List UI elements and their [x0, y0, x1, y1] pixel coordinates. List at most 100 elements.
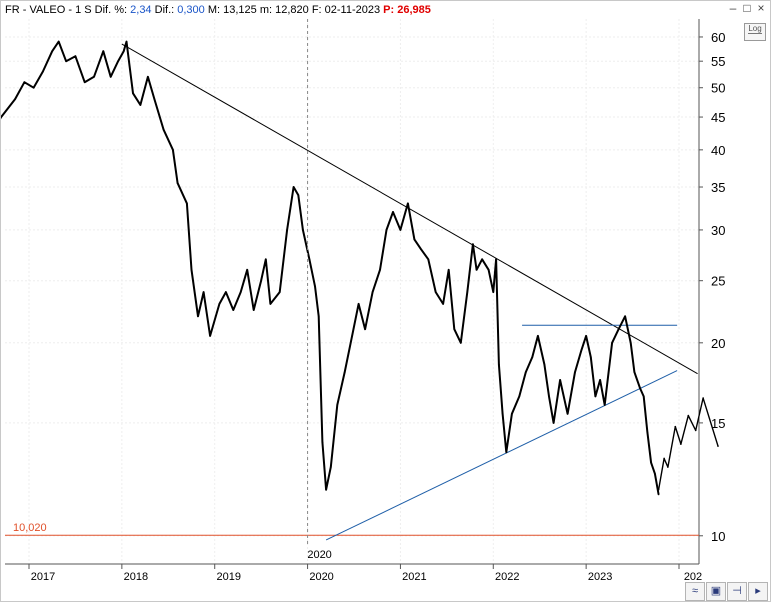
price-point	[317, 315, 320, 318]
price-point	[286, 229, 288, 231]
price-point	[321, 441, 324, 443]
price-point	[314, 285, 316, 288]
price-point	[190, 268, 193, 271]
price-point	[537, 335, 539, 337]
min-label: m: 12,820	[259, 4, 309, 16]
price-point	[453, 328, 456, 331]
price-point	[302, 229, 304, 231]
price-point	[132, 92, 134, 95]
y-tick-label: 15	[711, 416, 725, 431]
log-button-label: Log	[748, 24, 762, 33]
price-point	[139, 104, 142, 106]
price-point	[343, 371, 346, 373]
projection-point	[687, 414, 690, 417]
price-point	[102, 50, 105, 53]
price-point	[197, 315, 199, 318]
price-point	[475, 268, 478, 271]
price-point	[495, 258, 497, 261]
price-point	[297, 194, 300, 196]
price-point	[466, 291, 469, 293]
price-point	[594, 395, 597, 398]
price-point	[260, 279, 262, 282]
price-point	[252, 309, 255, 311]
price-point	[487, 268, 490, 271]
price-point	[153, 98, 156, 100]
pin-button[interactable]: ⊣	[727, 582, 747, 601]
save-button[interactable]: ▣	[706, 582, 726, 601]
price-point	[420, 248, 422, 250]
price-point	[51, 50, 54, 53]
price-point	[574, 371, 576, 373]
price-point	[552, 422, 555, 424]
price-point	[246, 268, 249, 271]
y-tick-label: 55	[711, 54, 725, 69]
log-button-rule	[748, 33, 762, 34]
price-point	[413, 238, 416, 241]
price-point	[646, 431, 649, 434]
scroll-button[interactable]: ≈	[685, 582, 705, 601]
support-level-label: 10,020	[13, 522, 47, 534]
price-point	[209, 335, 211, 337]
footer-toolbar: ≈ ▣ ⊣ ▸	[685, 582, 768, 601]
y-tick-label: 40	[711, 143, 725, 158]
next-button[interactable]: ▸	[748, 582, 768, 601]
price-point	[65, 60, 67, 62]
price-point	[83, 81, 86, 84]
price-point	[218, 303, 221, 305]
price-point	[559, 379, 561, 381]
projection-point	[667, 466, 669, 468]
y-axis-ticks: 60 55 50 45 40 35 30 25 20 15 10	[699, 30, 725, 544]
projection-point	[717, 445, 719, 447]
price-point	[264, 258, 267, 261]
price-point	[239, 291, 242, 293]
price-point	[1, 116, 2, 118]
price-point	[505, 451, 508, 454]
price-point	[617, 328, 620, 331]
price-point	[599, 379, 601, 381]
y-tick-label: 45	[711, 110, 725, 125]
price-point	[524, 371, 527, 373]
projection-point	[674, 425, 677, 428]
price-point	[633, 371, 636, 373]
price-point	[518, 395, 521, 398]
price-point	[379, 268, 381, 271]
price-point	[232, 309, 235, 311]
price-point	[225, 291, 227, 293]
y-tick-label: 20	[711, 336, 725, 351]
price-point	[447, 268, 450, 271]
projection-point	[702, 397, 704, 399]
price-point	[325, 488, 327, 491]
price-point	[472, 243, 474, 246]
price-point	[122, 50, 125, 53]
price-point	[351, 335, 353, 337]
x-tick-label: 2018	[124, 571, 148, 583]
price-point	[611, 342, 613, 344]
price-point	[202, 291, 205, 293]
price-point	[498, 363, 500, 366]
price-point	[23, 81, 26, 84]
price-point	[42, 70, 44, 73]
price-point	[511, 412, 513, 415]
chart-header: FR - VALEO - 1 S Dif. %: 2,34 Dif.: 0,30…	[5, 4, 431, 16]
price-point	[629, 342, 632, 344]
period-label: 1 S	[75, 4, 92, 16]
x-tick-label: 2022	[495, 571, 519, 583]
price-point	[442, 303, 444, 305]
price-point	[371, 291, 374, 293]
price-point	[492, 291, 495, 293]
trend-lines	[5, 43, 699, 541]
log-scale-button[interactable]: Log	[744, 23, 766, 41]
price-point	[278, 291, 281, 293]
minimize-button[interactable]: –	[729, 1, 737, 15]
projection-point	[694, 429, 697, 432]
price-point	[407, 202, 409, 205]
price-point	[364, 328, 366, 331]
symbol-label: FR - VALEO -	[5, 4, 73, 16]
price-point	[308, 258, 311, 261]
maximize-button[interactable]: □	[743, 1, 751, 15]
year-marker-label: 2020	[307, 549, 331, 561]
close-button[interactable]: ×	[757, 1, 765, 15]
price-point	[125, 40, 128, 43]
